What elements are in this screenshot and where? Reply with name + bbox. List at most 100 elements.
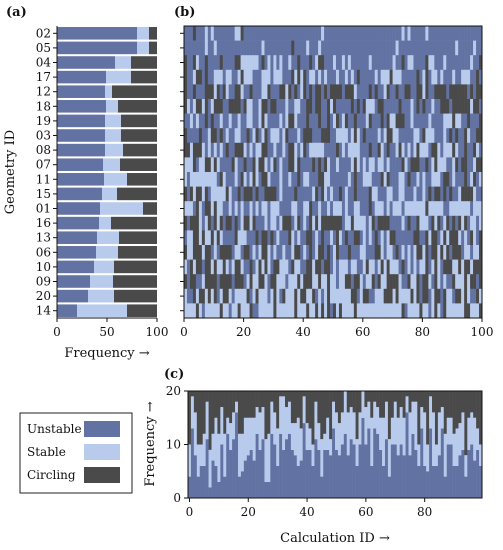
heatmap-cell	[461, 230, 465, 246]
heatmap-cell	[315, 55, 319, 71]
heatmap-cell	[365, 230, 370, 246]
heatmap-cell	[455, 84, 459, 100]
heatmap-cell	[446, 40, 450, 56]
heatmap-cell	[437, 128, 441, 144]
heatmap-cell	[249, 259, 253, 275]
column-c-segment	[437, 412, 442, 456]
heatmap-cell	[389, 201, 393, 217]
heatmap-cell	[282, 40, 286, 56]
heatmap-cell	[273, 40, 277, 56]
heatmap-cell	[303, 230, 307, 246]
heatmap-cell	[192, 26, 197, 41]
heatmap-cell	[210, 288, 215, 304]
heatmap-cell	[318, 245, 322, 260]
heatmap-cell	[434, 274, 438, 290]
heatmap-cell	[312, 142, 316, 158]
heatmap-cell	[279, 186, 283, 202]
heatmap-cell	[476, 186, 480, 202]
heatmap-cell	[288, 55, 292, 71]
heatmap-cell	[237, 113, 241, 129]
heatmap-cell	[416, 303, 420, 319]
heatmap-cell	[398, 201, 402, 217]
heatmap-cell	[279, 157, 283, 173]
heatmap-cell	[300, 186, 304, 202]
column-c-segment	[420, 407, 424, 429]
heatmap-cell	[216, 84, 221, 100]
heatmap-cell	[458, 215, 462, 231]
column-c-segment	[373, 401, 377, 429]
column-c-segment	[364, 444, 368, 498]
heatmap-cell	[335, 26, 340, 41]
heatmap-cell	[201, 157, 206, 173]
heatmap-cell	[395, 69, 399, 85]
heatmap-cell	[413, 274, 417, 290]
heatmap-cell	[333, 259, 337, 275]
heatmap-cell	[231, 230, 235, 246]
column-c-segment	[199, 444, 203, 466]
heatmap-cell	[383, 142, 387, 158]
heatmap-cell	[437, 288, 441, 304]
heatmap-cell	[264, 55, 268, 71]
heatmap-cell	[249, 142, 253, 158]
heatmap-cell	[210, 172, 215, 187]
column-c-segment	[273, 412, 277, 445]
heatmap-cell	[198, 230, 203, 246]
heatmap-cell	[282, 99, 286, 114]
heatmap-cell	[386, 245, 390, 260]
heatmap-cell	[383, 128, 387, 144]
heatmap-cell	[270, 40, 274, 56]
heatmap-cell	[380, 69, 384, 85]
heatmap-cell	[344, 303, 349, 319]
column-c-segment	[237, 476, 242, 498]
panel-b-heatmap: 0 20 40 60 80 100	[180, 25, 493, 339]
heatmap-cell	[189, 186, 194, 202]
heatmap-cell	[330, 84, 334, 100]
heatmap-cell	[440, 84, 444, 100]
column-c-segment	[387, 476, 392, 498]
heatmap-cell	[240, 186, 244, 202]
heatmap-cell	[425, 69, 429, 85]
tick-label-a-y: 04	[36, 56, 52, 70]
bar-a-12-stable	[105, 85, 112, 98]
heatmap-cell	[225, 142, 229, 158]
heatmap-cell	[368, 26, 373, 41]
heatmap-cell	[306, 26, 310, 41]
heatmap-cell	[330, 288, 334, 304]
heatmap-cell	[365, 303, 370, 319]
column-c-segment	[252, 417, 256, 461]
heatmap-cell	[362, 113, 367, 129]
heatmap-cell	[318, 274, 322, 290]
heatmap-cell	[267, 230, 271, 246]
heatmap-cell	[321, 303, 325, 319]
heatmap-cell	[449, 172, 453, 187]
column-c-segment	[226, 433, 230, 498]
heatmap-cell	[383, 84, 387, 100]
heatmap-cell	[392, 113, 396, 129]
heatmap-cell	[291, 215, 295, 231]
heatmap-cell	[416, 40, 420, 56]
heatmap-cell	[267, 274, 271, 290]
column-c-segment	[470, 391, 474, 413]
bar-a-08-stable	[105, 143, 123, 157]
heatmap-cell	[273, 157, 277, 173]
heatmap-cell	[479, 201, 483, 217]
heatmap-cell	[204, 69, 209, 85]
heatmap-cell	[294, 288, 298, 304]
heatmap-cell	[189, 113, 194, 129]
heatmap-cell	[288, 288, 292, 304]
heatmap-cell	[389, 113, 393, 129]
heatmap-cell	[374, 172, 378, 187]
heatmap-cell	[213, 303, 218, 319]
heatmap-cell	[264, 230, 268, 246]
heatmap-cell	[261, 274, 265, 290]
heatmap-cell	[321, 26, 325, 41]
column-c-segment	[440, 428, 445, 498]
heatmap-cell	[252, 172, 256, 187]
heatmap-cell	[353, 142, 358, 158]
column-c-segment	[264, 391, 268, 440]
heatmap-cell	[201, 215, 206, 231]
heatmap-cell	[389, 245, 393, 260]
heatmap-cell	[270, 99, 274, 114]
heatmap-cell	[204, 215, 209, 231]
heatmap-cell	[374, 26, 378, 41]
